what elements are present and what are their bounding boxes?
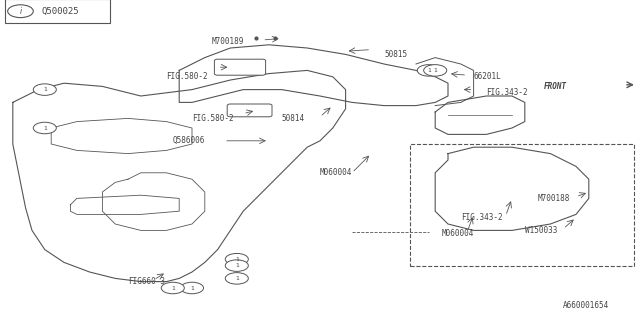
Text: A660001654: A660001654 <box>563 301 609 310</box>
FancyBboxPatch shape <box>5 0 110 23</box>
Text: 1: 1 <box>43 125 47 131</box>
Text: FIG.580-2: FIG.580-2 <box>166 72 208 81</box>
Text: 1: 1 <box>171 285 175 291</box>
Bar <box>410 144 634 266</box>
Text: M700189: M700189 <box>211 37 244 46</box>
Text: Q500025: Q500025 <box>42 7 79 16</box>
Circle shape <box>424 65 447 76</box>
Text: 1: 1 <box>235 263 239 268</box>
Text: 1: 1 <box>427 68 431 73</box>
Circle shape <box>161 282 184 294</box>
Text: 50814: 50814 <box>282 114 305 123</box>
Circle shape <box>225 260 248 271</box>
Text: 1: 1 <box>433 68 437 73</box>
Text: M700188: M700188 <box>538 194 570 203</box>
Text: M060004: M060004 <box>320 168 353 177</box>
Text: 1: 1 <box>235 276 239 281</box>
Text: M060004: M060004 <box>442 229 474 238</box>
Circle shape <box>33 122 56 134</box>
Text: FIG.580-2: FIG.580-2 <box>192 114 234 123</box>
Text: FIG.343-2: FIG.343-2 <box>461 213 502 222</box>
Text: 66201L: 66201L <box>474 72 501 81</box>
FancyBboxPatch shape <box>214 59 266 75</box>
Circle shape <box>8 5 33 18</box>
Text: i: i <box>19 7 22 16</box>
Text: 1: 1 <box>43 87 47 92</box>
Text: FRONT: FRONT <box>544 82 567 91</box>
Text: 1: 1 <box>235 257 239 262</box>
FancyBboxPatch shape <box>227 104 272 117</box>
Circle shape <box>417 65 440 76</box>
Circle shape <box>33 84 56 95</box>
Text: 1: 1 <box>190 285 194 291</box>
Text: FIG.343-2: FIG.343-2 <box>486 88 528 97</box>
Circle shape <box>180 282 204 294</box>
Text: Q586006: Q586006 <box>173 136 205 145</box>
Circle shape <box>225 273 248 284</box>
Text: 50815: 50815 <box>384 50 407 59</box>
Text: W150033: W150033 <box>525 226 557 235</box>
Circle shape <box>225 253 248 265</box>
Text: FIG660-3: FIG660-3 <box>128 277 165 286</box>
